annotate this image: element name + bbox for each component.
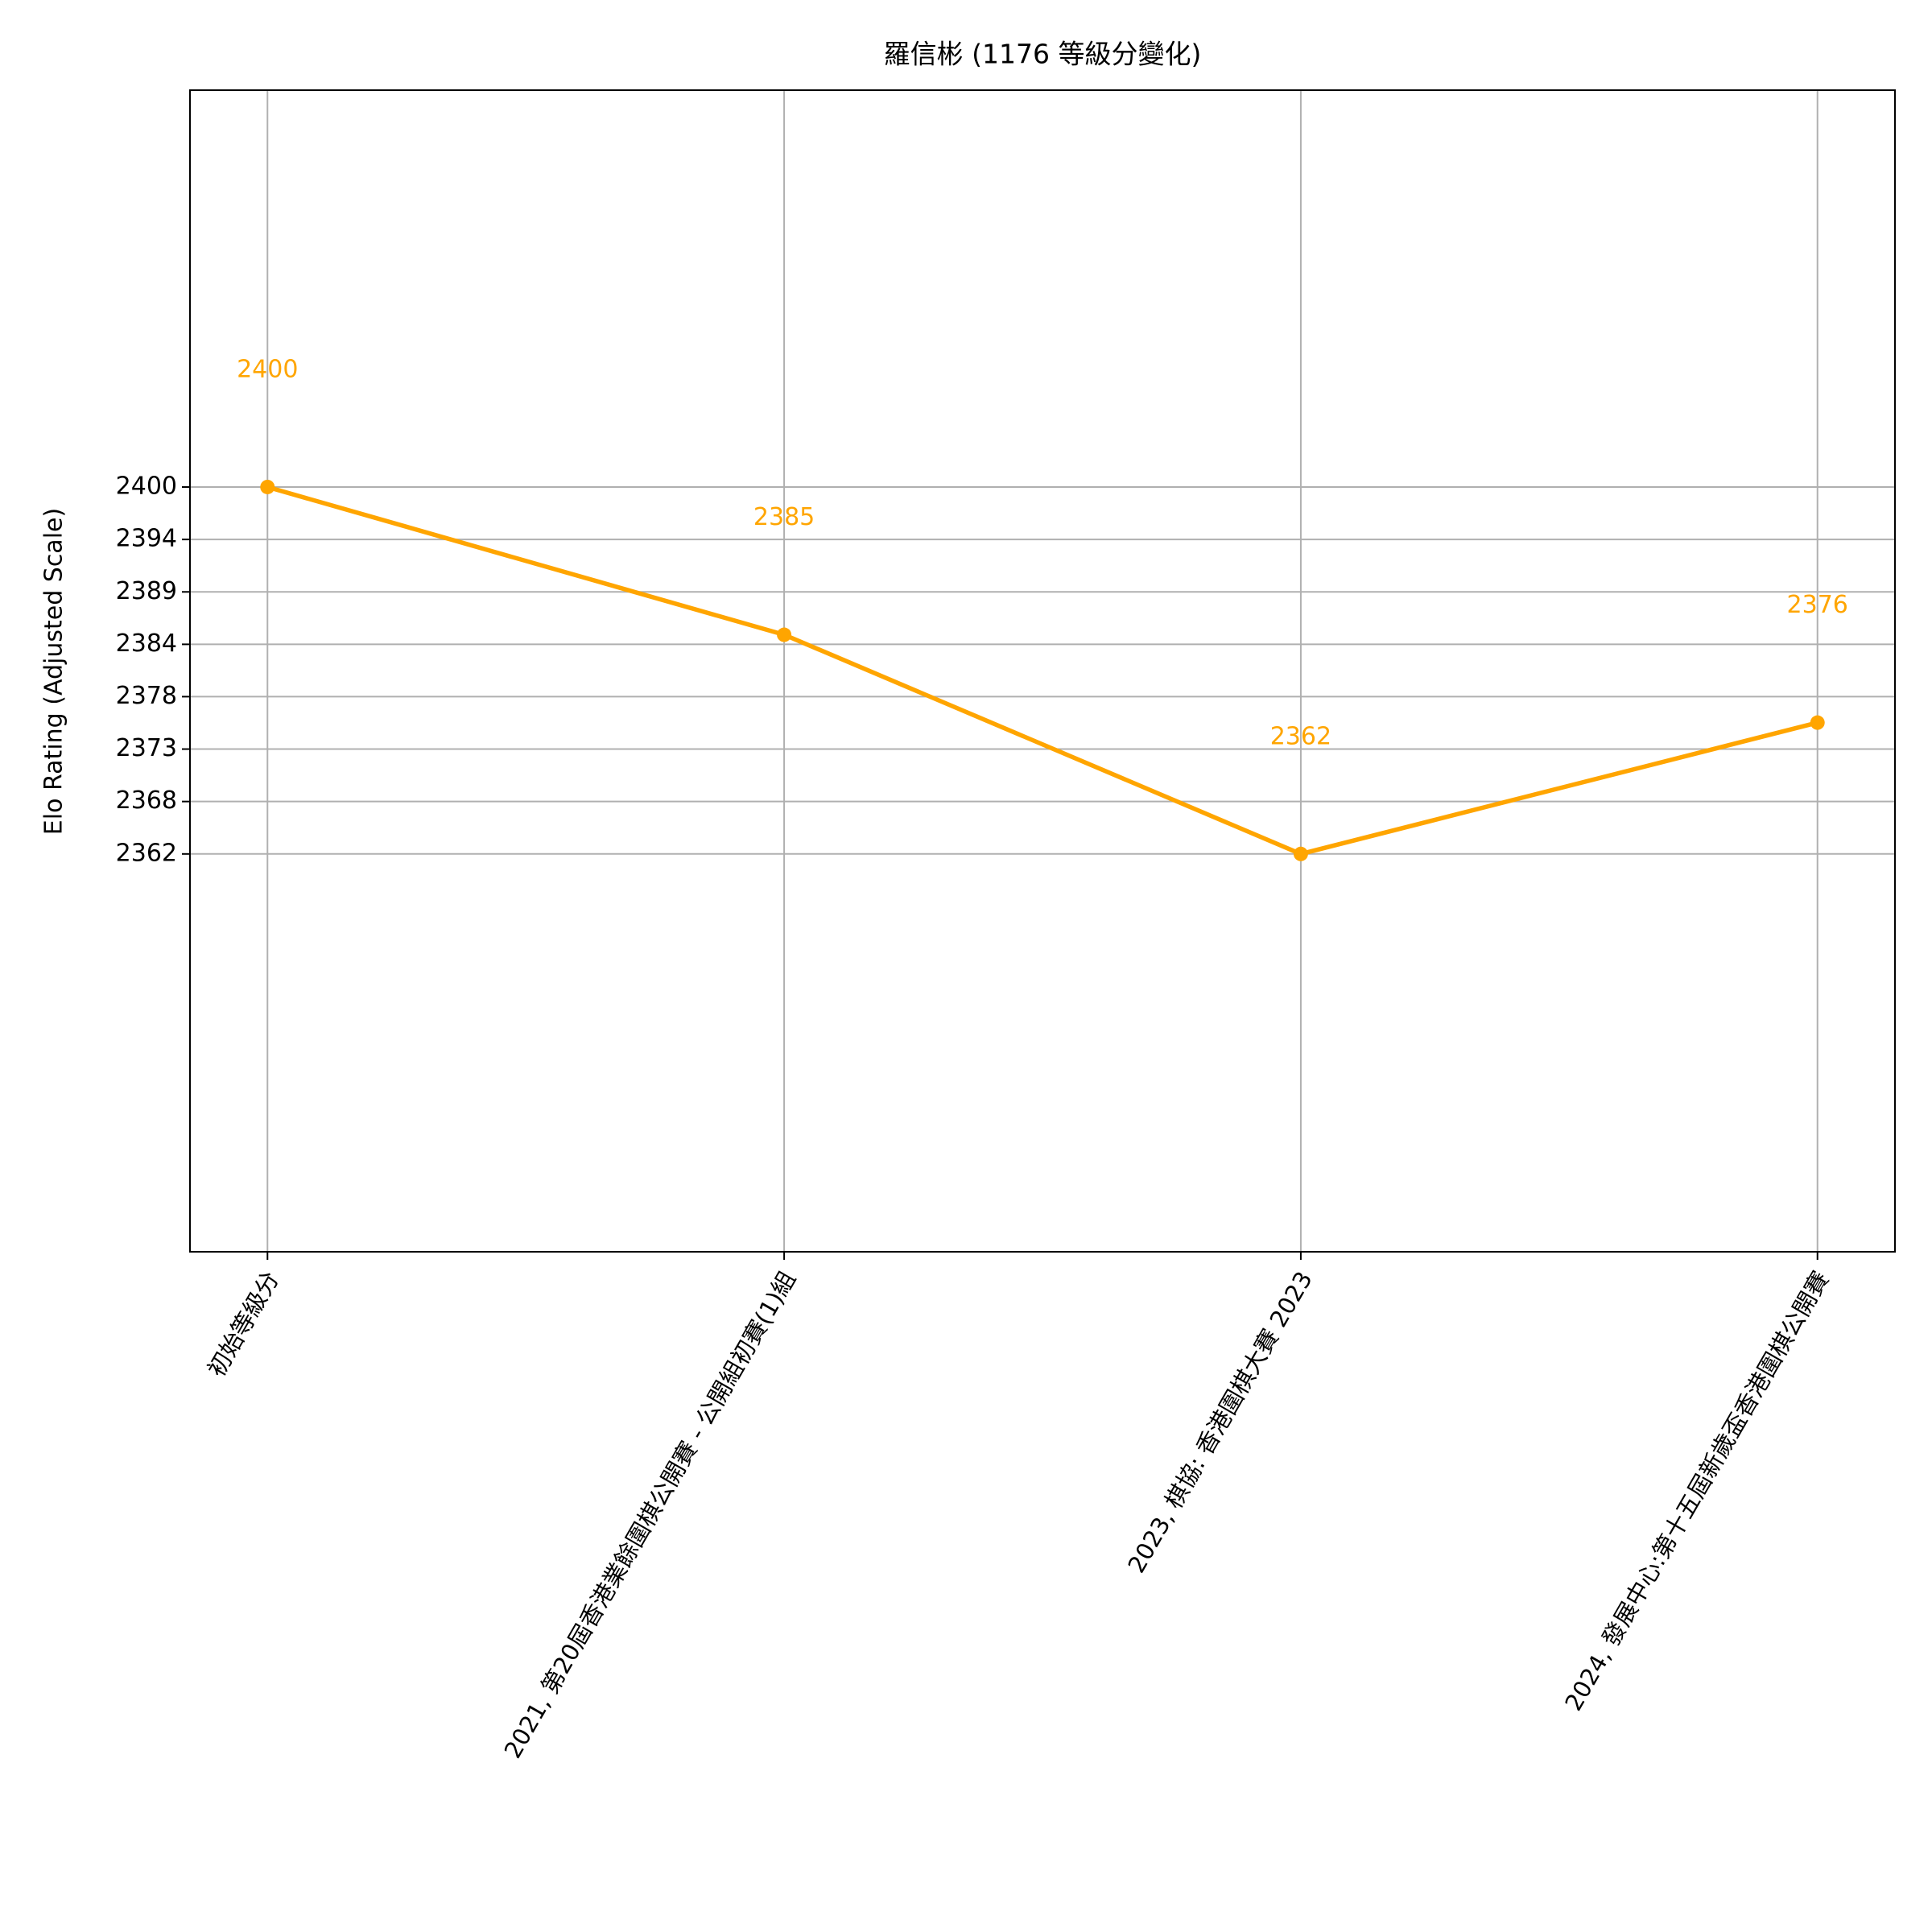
data-label: 2400	[237, 355, 298, 383]
y-tick-label: 2400	[116, 472, 177, 500]
line	[266, 485, 1818, 857]
y-tick-label: 2384	[116, 630, 177, 658]
data-label: 2362	[1270, 722, 1331, 750]
data-label: 2376	[1787, 591, 1848, 619]
y-tick-label: 2362	[116, 839, 177, 867]
marker	[777, 627, 792, 642]
plot-frame	[189, 89, 1896, 1253]
marker	[1810, 715, 1825, 730]
y-tick-label: 2368	[116, 786, 177, 815]
marker	[1293, 846, 1308, 861]
y-tick-label: 2389	[116, 577, 177, 605]
y-axis-label: Elo Rating (Adjusted Scale)	[40, 508, 68, 835]
marker	[260, 479, 275, 494]
y-tick-label: 2378	[116, 682, 177, 710]
data-label: 2385	[753, 503, 815, 531]
chart-title: 羅信彬 (1176 等級分變化)	[884, 39, 1202, 70]
y-tick-label: 2373	[116, 734, 177, 762]
y-tick-label: 2394	[116, 525, 177, 553]
